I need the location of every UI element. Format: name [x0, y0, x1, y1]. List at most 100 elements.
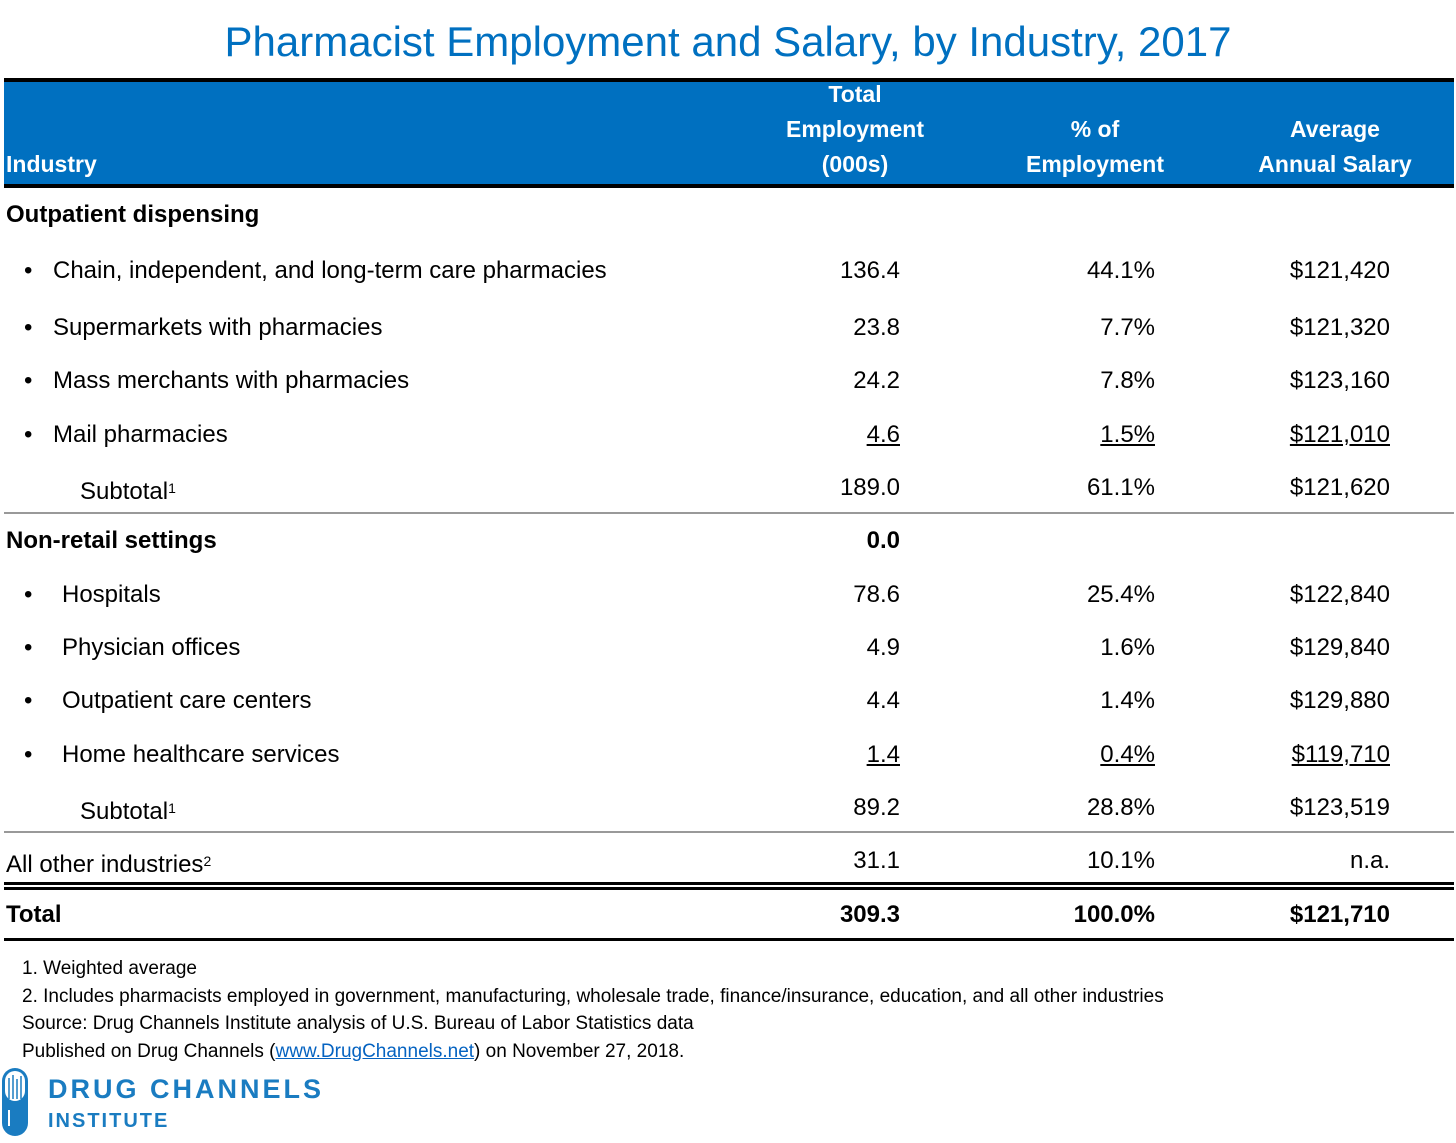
employment-cell: 24.2 — [853, 367, 900, 394]
logo: DRUG CHANNELS INSTITUTE — [0, 1066, 321, 1143]
drugchannels-link[interactable]: www.DrugChannels.net — [275, 1040, 475, 1062]
footnote-ref: 2 — [203, 853, 212, 869]
table-row: • Outpatient care centers 4.4 1.4% $129,880 — [0, 681, 1456, 721]
table-header: Industry Total Employment (000s) % of Em… — [4, 78, 1454, 188]
employment-cell: 23.8 — [853, 314, 900, 341]
row-label: Mass merchants with pharmacies — [53, 361, 409, 401]
divider — [4, 938, 1454, 941]
row-label: Total — [6, 895, 62, 935]
footnote-ref: 1 — [168, 480, 176, 496]
divider — [4, 831, 1454, 833]
table-row: Outpatient dispensing — [0, 195, 1456, 235]
row-label: Mail pharmacies — [53, 415, 228, 455]
table-row: • Physician offices 4.9 1.6% $129,840 — [0, 628, 1456, 668]
salary-cell: $129,840 — [1289, 634, 1390, 661]
row-label-text: Total — [6, 901, 62, 928]
salary-cell: $122,840 — [1289, 581, 1390, 608]
row-label-text: Subtotal — [80, 478, 169, 505]
table-row: • Supermarkets with pharmacies 23.8 7.7% $12… — [0, 308, 1456, 348]
row-label: Non-retail settings — [6, 521, 217, 561]
row-label-text: Mass merchants with pharmacies — [53, 367, 410, 394]
employment-cell: 4.4 — [866, 687, 900, 714]
row-label: All other industries2 — [6, 841, 211, 885]
bullet-icon: • — [24, 687, 33, 714]
pct-cell: 0.4% — [1100, 741, 1155, 768]
salary-cell: $121,010 — [1289, 421, 1390, 448]
row-label-text: Outpatient care centers — [62, 687, 312, 714]
employment-cell: 136.4 — [839, 257, 900, 284]
row-label: Home healthcare services — [62, 735, 339, 775]
row-label-text: Outpatient dispensing — [6, 201, 260, 228]
bullet-icon: • — [24, 581, 33, 608]
footnote-ref: 1 — [168, 800, 176, 816]
bullet-icon: • — [24, 314, 33, 341]
header-industry: Industry — [6, 151, 97, 177]
bullet-icon: • — [24, 367, 33, 394]
employment-cell: 78.6 — [853, 581, 900, 608]
pct-cell: 10.1% — [1086, 847, 1155, 874]
salary-cell: $129,880 — [1289, 687, 1390, 714]
row-label: Physician offices — [62, 628, 240, 668]
bullet-icon: • — [24, 257, 33, 284]
table-row: All other industries2 31.1 10.1% n.a. — [0, 841, 1456, 881]
row-label: Outpatient dispensing — [6, 195, 259, 235]
table-row: Non-retail settings 0.0 — [0, 521, 1456, 561]
salary-cell: $119,710 — [1291, 741, 1390, 768]
footnote-2: 2. Includes pharmacists employed in gove… — [22, 985, 1164, 1007]
table-row: • Hospitals 78.6 25.4% $122,840 — [0, 575, 1456, 615]
pct-cell: 1.4% — [1100, 687, 1155, 714]
row-label-text: Supermarkets with pharmacies — [53, 314, 383, 341]
capsule-logo-icon — [2, 1068, 28, 1136]
bullet-icon: • — [24, 741, 33, 768]
row-label-text: Hospitals — [62, 581, 161, 608]
divider — [4, 887, 1454, 890]
table-row: • Chain, independent, and long-term care … — [0, 251, 1456, 291]
row-label-text: Mail pharmacies — [53, 421, 228, 448]
published-date: ) on November 27, 2018. — [474, 1040, 685, 1062]
row-label-text: Physician offices — [62, 634, 241, 661]
table-row: • Mail pharmacies 4.6 1.5% $121,010 — [0, 415, 1456, 455]
pct-cell: 7.8% — [1100, 367, 1155, 394]
row-label-text: Home healthcare services — [62, 741, 340, 768]
header-employment: Total Employment (000s) — [785, 81, 925, 177]
row-label: Subtotal1 — [80, 468, 176, 512]
footnote-1: 1. Weighted average — [22, 958, 197, 979]
row-label: Chain, independent, and long-term care p… — [53, 251, 607, 291]
salary-cell: $123,160 — [1289, 367, 1390, 394]
employment-cell: 189.0 — [839, 474, 900, 501]
logo-subtext: INSTITUTE — [48, 1110, 170, 1132]
table-row: Total 309.3 100.0% $121,710 — [0, 895, 1456, 935]
row-label-text: Subtotal — [80, 798, 169, 825]
pct-cell: 61.1% — [1086, 474, 1155, 501]
divider — [4, 512, 1454, 514]
divider — [4, 882, 1454, 885]
pct-cell: 44.1% — [1086, 257, 1155, 284]
employment-cell: 1.4 — [866, 741, 900, 768]
row-label: Supermarkets with pharmacies — [53, 308, 382, 348]
pct-cell: 1.5% — [1100, 421, 1155, 448]
salary-cell: $121,710 — [1289, 901, 1390, 928]
employment-cell: 0.0 — [866, 527, 900, 554]
source-note: Source: Drug Channels Institute analysis… — [22, 1013, 694, 1034]
row-label-text: All other industries — [6, 851, 204, 878]
employment-cell: 89.2 — [853, 794, 900, 821]
table-row: • Home healthcare services 1.4 0.4% $119,710 — [0, 735, 1456, 775]
employment-cell: 31.1 — [853, 847, 900, 874]
bullet-icon: • — [24, 634, 33, 661]
footnotes: 1. Weighted average 2. Includes pharmaci… — [22, 955, 1164, 1065]
header-salary: Average Annual Salary — [1258, 116, 1412, 177]
salary-cell: $121,320 — [1289, 314, 1390, 341]
logo-text: DRUG CHANNELS — [48, 1074, 325, 1104]
employment-cell: 4.9 — [866, 634, 900, 661]
salary-cell: $123,519 — [1289, 794, 1390, 821]
salary-cell: n.a. — [1349, 847, 1390, 874]
row-label: Hospitals — [62, 575, 161, 615]
pct-cell: 7.7% — [1100, 314, 1155, 341]
row-label: Subtotal1 — [80, 788, 176, 832]
pct-cell: 25.4% — [1086, 581, 1155, 608]
table-row: Subtotal1 189.0 61.1% $121,620 — [0, 468, 1456, 508]
row-label-text: Chain, independent, and long-term care p… — [53, 257, 607, 284]
pct-cell: 100.0% — [1073, 901, 1155, 928]
published-note: Published on Drug Channels (www.DrugChan… — [22, 1038, 1164, 1066]
bullet-icon: • — [24, 421, 33, 448]
